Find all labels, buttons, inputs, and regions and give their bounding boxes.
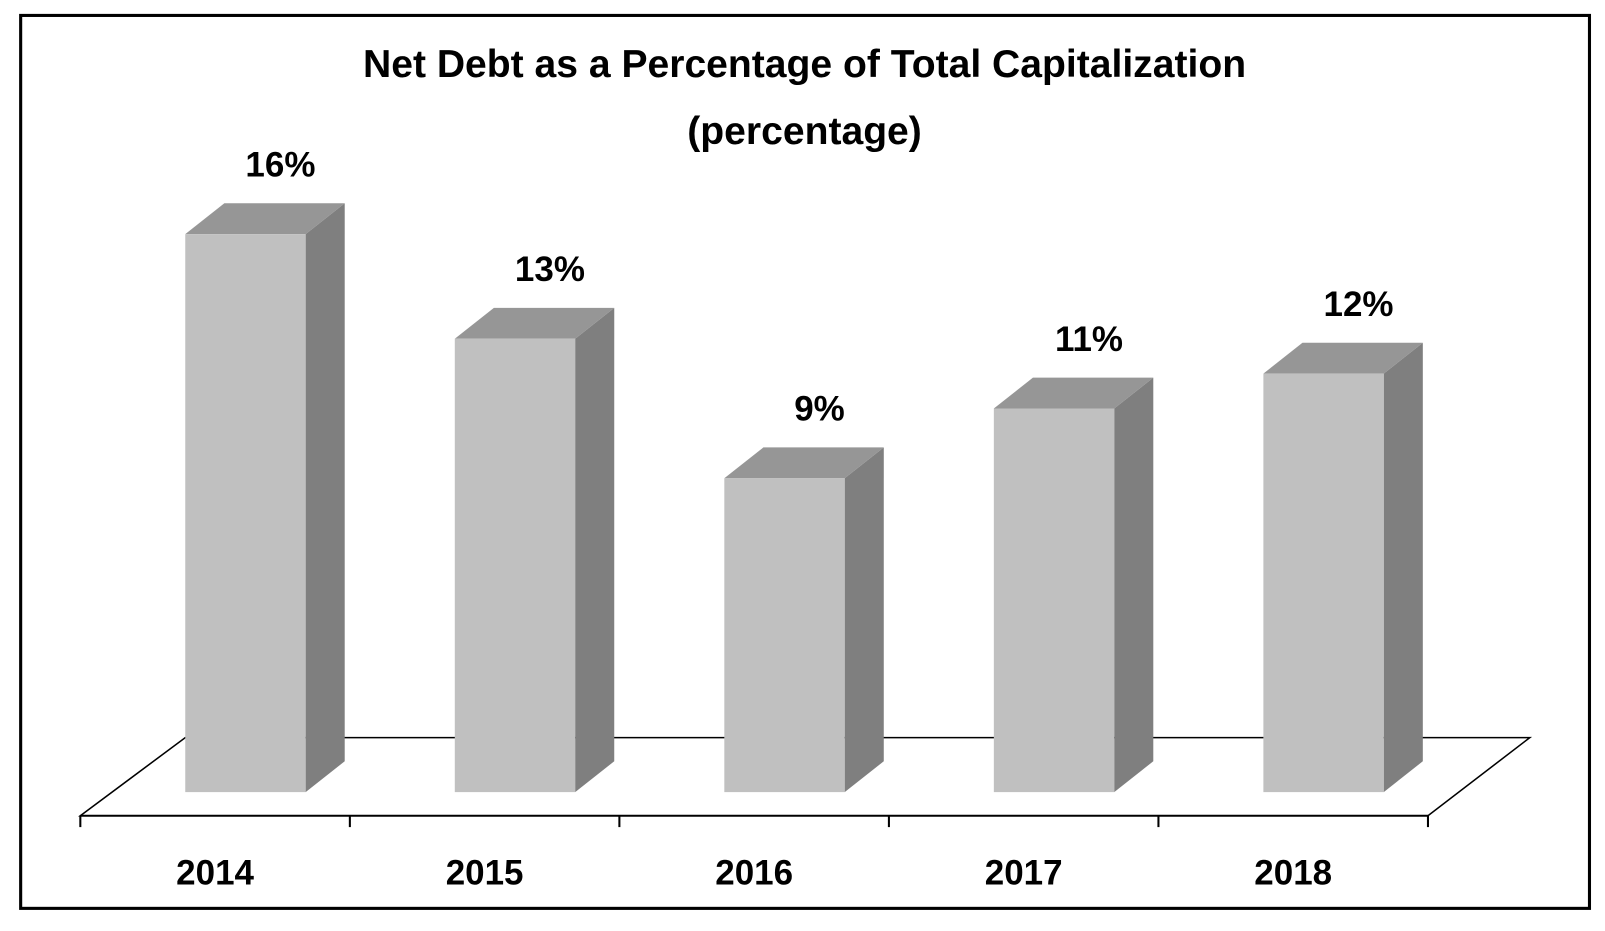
chart-subtitle: (percentage) [687, 110, 922, 153]
x-tick-label: 2015 [446, 854, 524, 893]
bar [724, 478, 845, 793]
value-label: 12% [1324, 285, 1394, 324]
bar-side [1114, 377, 1154, 793]
x-tick-label: 2016 [715, 854, 793, 893]
value-label: 11% [1055, 320, 1123, 359]
bar [1263, 373, 1384, 793]
x-tick-label: 2018 [1254, 854, 1332, 893]
bar-side [575, 307, 615, 793]
bar-side [844, 447, 884, 793]
value-label: 16% [245, 146, 315, 185]
bar [454, 338, 576, 793]
chart-title: Net Debt as a Percentage of Total Capita… [363, 43, 1246, 86]
bar [993, 408, 1115, 793]
bar-top [724, 447, 884, 479]
x-tick-label: 2014 [176, 854, 254, 893]
bar-side [1383, 342, 1423, 793]
value-label: 9% [794, 390, 845, 429]
bar-top [1263, 342, 1423, 374]
bar-top [454, 307, 615, 339]
bar [185, 234, 306, 793]
bar-side [305, 203, 345, 793]
bar-top [185, 203, 345, 235]
bar-top [993, 377, 1154, 409]
x-tick-label: 2017 [985, 854, 1063, 893]
value-label: 13% [515, 250, 585, 289]
